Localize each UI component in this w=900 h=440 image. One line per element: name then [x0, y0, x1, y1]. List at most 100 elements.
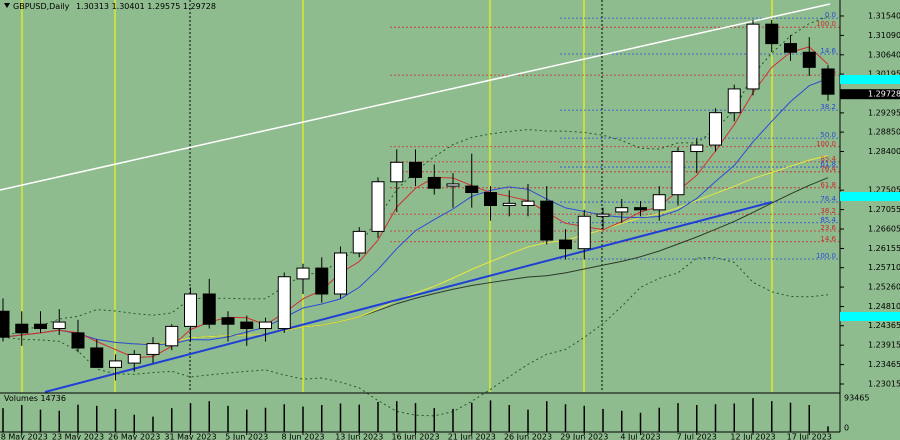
moving-average [2, 78, 829, 346]
y-tick-label: 1.26605 [868, 225, 900, 234]
candle-body [727, 88, 741, 114]
fib-label: 100.0 [816, 20, 836, 28]
candle-body [765, 23, 779, 45]
fib-label: 100.0 [816, 252, 836, 260]
candle-body [671, 151, 685, 196]
y-tick-label: 1.31540 [868, 11, 900, 20]
session-lines [21, 0, 773, 392]
y-tick-label: 1.28850 [868, 128, 900, 137]
menu-icon [4, 3, 10, 8]
candle-body [446, 183, 460, 187]
candle-body [202, 293, 216, 325]
candle-body [465, 185, 479, 194]
candle-body [540, 200, 554, 241]
x-tick-label: 13 Jun 2023 [335, 433, 383, 440]
close: 1.29728 [183, 2, 216, 11]
y-tick-label: 1.23915 [868, 341, 900, 350]
candle-body [484, 192, 497, 206]
candle-body [184, 293, 197, 327]
x-tick-label: 4 Jul 2023 [620, 433, 660, 440]
fib-label: 76.4 [820, 195, 836, 203]
y-tick-label: 1.23015 [868, 380, 900, 389]
fib-label: 61.8 [820, 160, 836, 168]
volume-label: Volumes [4, 394, 38, 403]
candle-body [109, 360, 122, 368]
fib-label: 100.0 [816, 140, 836, 148]
current-price-box [840, 89, 900, 100]
candles [0, 19, 835, 381]
x-tick-label: 29 Jun 2023 [560, 433, 608, 440]
candle-body [821, 68, 835, 95]
candle-body [427, 176, 441, 189]
candle-body [71, 332, 85, 349]
candle-body [259, 321, 272, 330]
candle-body [127, 353, 141, 364]
fib-label: 38.2 [820, 103, 836, 111]
fib-label: 23.6 [820, 224, 836, 232]
fib-label: 0.0 [825, 11, 836, 19]
volume-pane: 18 May 2023 23 May 2023 26 May 2023 31 May … [0, 394, 869, 440]
candle-body [521, 200, 535, 206]
y-tick-label: 1.27055 [868, 205, 900, 214]
y-tick-label: 1.25710 [868, 263, 900, 272]
header: GBPUSD,Daily 1.30313 1.30401 1.29575 1.2… [13, 2, 216, 11]
candle-body [0, 310, 10, 338]
candle-body [165, 325, 179, 347]
candle-body [277, 276, 291, 330]
candle-body [221, 317, 235, 325]
y-tick-label: 1.26155 [868, 244, 900, 253]
symbol: GBPUSD,Daily [13, 2, 70, 11]
trendline [44, 201, 773, 393]
candle-body [709, 112, 722, 146]
volume-tick-label: 93465 [844, 394, 869, 403]
candle-body [390, 161, 404, 183]
candle-body [634, 207, 647, 211]
price-marker [840, 312, 900, 321]
volume-value: 14736 [40, 394, 65, 403]
open: 1.30313 [76, 2, 109, 11]
x-tick-label: 16 Jun 2023 [391, 433, 439, 440]
candle-body [15, 323, 29, 334]
x-tick-label: 7 Jul 2023 [677, 433, 717, 440]
price-axis: 1.31540 1.31090 1.30640 1.30195 1.29295 1.288… [840, 11, 900, 389]
candle-body [352, 230, 366, 254]
candle-body [746, 23, 760, 90]
candle-body [315, 267, 329, 295]
candle-body [146, 343, 160, 355]
candle-body [652, 194, 666, 211]
y-tick-label: 1.23465 [868, 360, 900, 369]
candle-body [615, 207, 629, 213]
candle-body [409, 161, 422, 178]
fib-label: 38.2 [820, 207, 836, 215]
x-tick-label: 21 Jun 2023 [448, 433, 496, 440]
candle-body [34, 323, 47, 330]
current-price-label: 1.29728 [868, 90, 900, 99]
y-tick-label: 1.30640 [868, 50, 900, 59]
fib-label: 76.4 [820, 165, 836, 173]
volume-header: Volumes 14736 [4, 394, 66, 403]
y-tick-label: 1.31090 [868, 31, 900, 40]
y-tick-label: 1.24810 [868, 302, 900, 311]
y-tick-label: 1.24365 [868, 321, 900, 330]
candle-body [802, 51, 816, 68]
bollinger-lower [2, 256, 829, 417]
fib-label: 61.8 [820, 181, 836, 189]
candle-body [52, 321, 66, 330]
x-tick-label: 12 Jul 2023 [730, 433, 775, 440]
candle-body [690, 144, 704, 153]
price-marker [840, 75, 900, 84]
y-tick-label: 1.25260 [868, 283, 900, 292]
x-tick-label: 26 May 2023 [108, 433, 160, 440]
fib-label: 85.4 [820, 216, 836, 224]
candle-body [90, 347, 104, 368]
volume-tick-label: 0 [844, 424, 849, 433]
high: 1.30401 [112, 2, 145, 11]
fib-label: 14.6 [820, 47, 836, 55]
x-tick-label: 26 Jun 2023 [504, 433, 552, 440]
x-tick-label: 17 Jul 2023 [787, 433, 832, 440]
candle-body [577, 215, 591, 250]
x-tick-label: 8 Jun 2023 [281, 433, 324, 440]
x-tick-label: 18 May 2023 [0, 433, 48, 440]
y-tick-label: 1.27505 [868, 186, 900, 195]
